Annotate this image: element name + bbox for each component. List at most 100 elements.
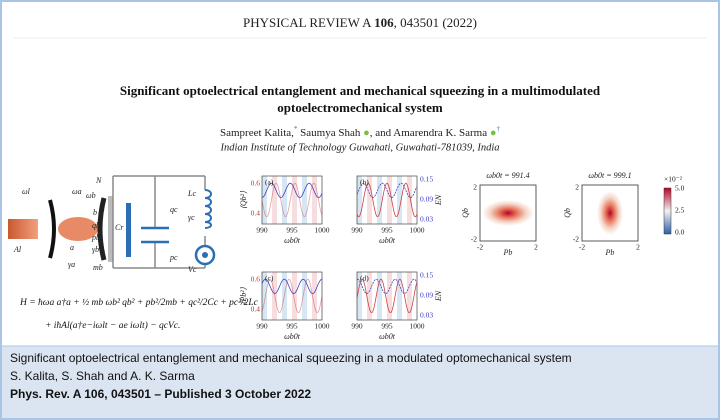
colorbar-tick: 0.0 — [675, 228, 685, 237]
band — [387, 176, 392, 224]
tick-label: 2 — [636, 243, 640, 252]
circuit-wires — [112, 175, 206, 269]
caption-box — [2, 346, 718, 418]
curve — [357, 278, 418, 295]
label: ωb — [86, 191, 96, 200]
panel-label: (b) — [360, 178, 369, 187]
tick-label: -2 — [477, 243, 483, 252]
y-axis-label: EN — [434, 290, 443, 302]
y-axis-label: EN — [434, 194, 443, 206]
fixed-mirror — [48, 199, 56, 259]
x-tick-label: 995 — [286, 226, 298, 235]
label: a — [70, 243, 74, 252]
equation: + iħAl(a†e−iωlt − ae iωlt) − qcVc. — [45, 320, 180, 331]
tick-label: 2 — [575, 183, 579, 192]
capacitor — [141, 226, 169, 244]
tick-label: 2 — [534, 243, 538, 252]
y-tick-label: 0.4 — [251, 305, 261, 314]
colorbar-tick: 2.5 — [675, 206, 685, 215]
label: mb — [93, 263, 103, 272]
band — [302, 176, 307, 224]
colorbar — [663, 187, 672, 235]
curve — [261, 182, 323, 199]
x-axis-label: Pb — [503, 248, 513, 257]
y-tick-label: 0.09 — [420, 195, 433, 204]
panel-label: (a) — [265, 178, 274, 187]
label: qb — [92, 221, 100, 230]
affiliation: Indian Institute of Technology Guwahati,… — [219, 142, 499, 153]
x-tick-label: 995 — [381, 322, 393, 331]
tick-label: 2 — [473, 183, 477, 192]
band — [292, 272, 297, 320]
x-axis-label: ωb0t — [379, 332, 396, 341]
density-blob — [482, 200, 534, 226]
y-tick-label: 0.15 — [420, 175, 433, 184]
band — [282, 176, 287, 224]
x-axis-label: Pb — [605, 248, 615, 257]
density-title: ωb0t = 999.1 — [588, 171, 631, 180]
x-tick-label: 990 — [256, 226, 268, 235]
band — [387, 272, 392, 320]
band — [357, 176, 362, 224]
curve — [356, 182, 418, 199]
label: γc — [188, 213, 195, 222]
panel-label: (d) — [360, 274, 369, 283]
band — [367, 176, 372, 224]
paper-title: Significant optoelectrical entanglement … — [120, 83, 601, 98]
x-tick-label: 990 — [351, 226, 363, 235]
y-tick-label: 0.6 — [251, 275, 261, 284]
band — [377, 272, 382, 320]
band — [302, 272, 307, 320]
y-axis-label: Qb — [461, 208, 470, 218]
label: ωl — [22, 187, 31, 196]
band — [377, 176, 382, 224]
band — [407, 272, 412, 320]
x-axis-label: ωb0t — [379, 236, 396, 245]
label: Lc — [187, 189, 196, 198]
mirror-mount — [108, 196, 113, 262]
laser — [8, 219, 38, 239]
label: pb — [91, 233, 100, 242]
x-tick-label: 995 — [381, 226, 393, 235]
band — [262, 176, 267, 224]
band — [397, 272, 402, 320]
label: Cr — [115, 223, 124, 232]
y-tick-label: 0.6 — [251, 179, 261, 188]
y-axis-label: ⟨Pb²⟩ — [239, 286, 248, 304]
band — [262, 272, 267, 320]
curve — [261, 278, 323, 295]
label: Al — [13, 245, 22, 254]
y-tick-label: 0.15 — [420, 271, 433, 280]
label: b — [93, 208, 97, 217]
x-tick-label: 1000 — [315, 322, 330, 331]
tick-label: -2 — [573, 235, 579, 244]
x-tick-label: 1000 — [410, 226, 425, 235]
x-tick-label: 1000 — [315, 226, 330, 235]
voltage-source-core — [202, 252, 208, 258]
x-tick-label: 990 — [256, 322, 268, 331]
y-tick-label: 0.09 — [420, 291, 433, 300]
schematic: ωl Al ωa a γa ωb N b qb pb γb mb Cr qc p… — [8, 175, 216, 274]
equation: H = ħωa a†a + ½ mb ωb² qb² + pb²/2mb + q… — [19, 297, 259, 308]
label: qc — [170, 205, 178, 214]
density-title: ωb0t = 991.4 — [486, 171, 529, 180]
plots: (a) 990 995 1000 ωb0t 0.6 0.4 ⟨Qb²⟩ (b) 990 995 100… — [239, 175, 443, 341]
caption-authors: S. Kalita, S. Shah and A. K. Sarma — [10, 369, 195, 383]
capacitor-plate — [126, 203, 131, 257]
caption-citation: Phys. Rev. A 106, 043501 – Published 3 O… — [10, 387, 311, 401]
curve — [356, 278, 418, 314]
panel-label: (c) — [265, 274, 274, 283]
x-axis-label: ωb0t — [284, 236, 301, 245]
journal-header: PHYSICAL REVIEW A 106, 043501 (2022) — [243, 15, 477, 30]
label: N — [95, 176, 102, 185]
paper-title: optoelectromechanical system — [277, 100, 443, 115]
y-axis-label: ⟨Qb²⟩ — [239, 190, 248, 209]
inductor — [204, 189, 212, 229]
label: Vc — [188, 265, 197, 274]
label: pc — [169, 253, 178, 262]
tick-label: -2 — [471, 235, 477, 244]
band — [312, 272, 317, 320]
colorbar-scale: ×10⁻² — [664, 175, 683, 184]
band — [357, 272, 362, 320]
